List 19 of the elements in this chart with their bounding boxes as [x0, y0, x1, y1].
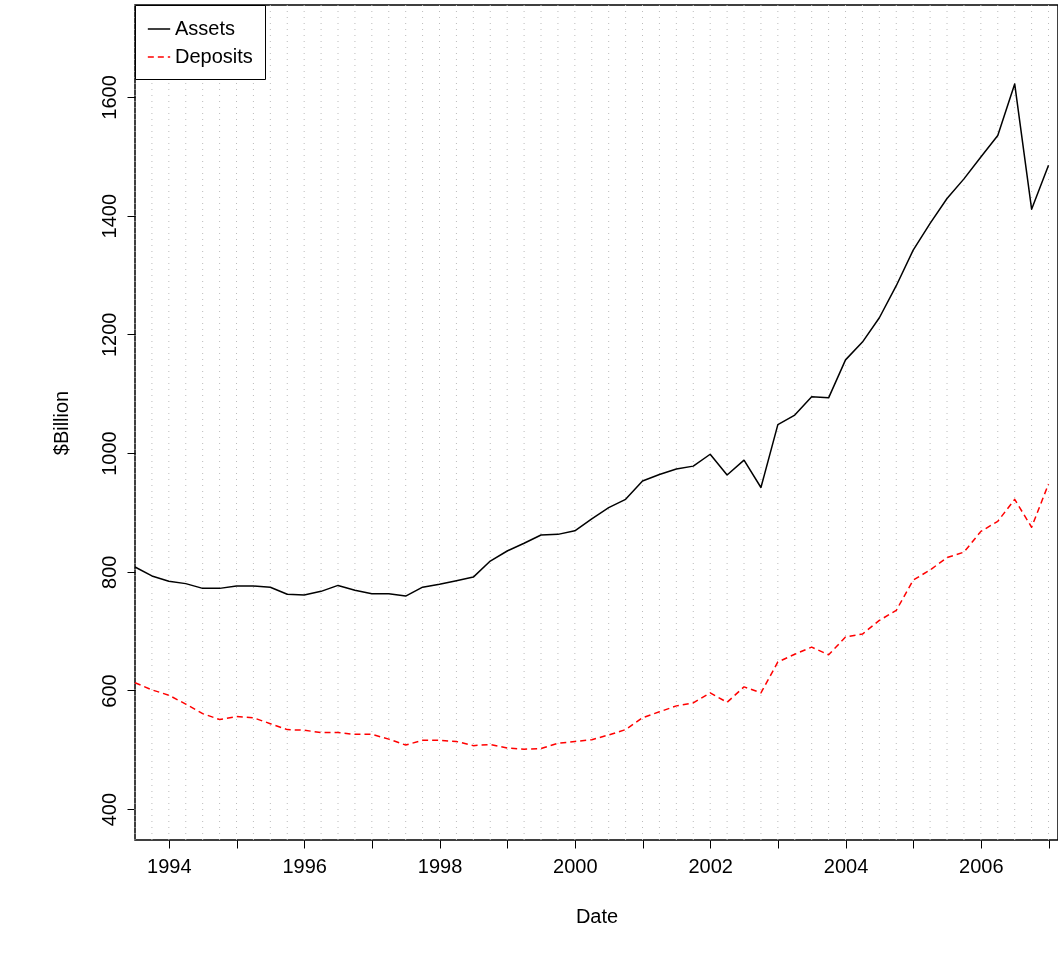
x-tick-label: 2000	[553, 854, 598, 877]
y-tick-label: 1600	[97, 75, 120, 120]
y-tick-label: 800	[97, 555, 120, 589]
x-axis-title: Date	[575, 904, 619, 927]
legend-label: Assets	[175, 17, 236, 39]
y-tick-label: 400	[97, 792, 120, 827]
y-tick-label: 600	[97, 674, 120, 708]
y-tick-label: 1000	[97, 431, 120, 476]
y-axis-title: $Billion	[49, 390, 72, 456]
x-tick-label: 2002	[688, 854, 733, 877]
x-tick-label: 2004	[823, 854, 869, 877]
x-tick-label: 1994	[147, 854, 192, 877]
x-tick-label: 1996	[282, 854, 327, 877]
y-tick-label: 1200	[97, 312, 120, 358]
line-series	[134, 483, 1050, 750]
x-tick-label: 1998	[417, 854, 463, 877]
y-tick-label: 1400	[97, 193, 120, 239]
legend-label: Deposits	[175, 45, 253, 67]
x-tick-label: 2006	[959, 854, 1004, 877]
